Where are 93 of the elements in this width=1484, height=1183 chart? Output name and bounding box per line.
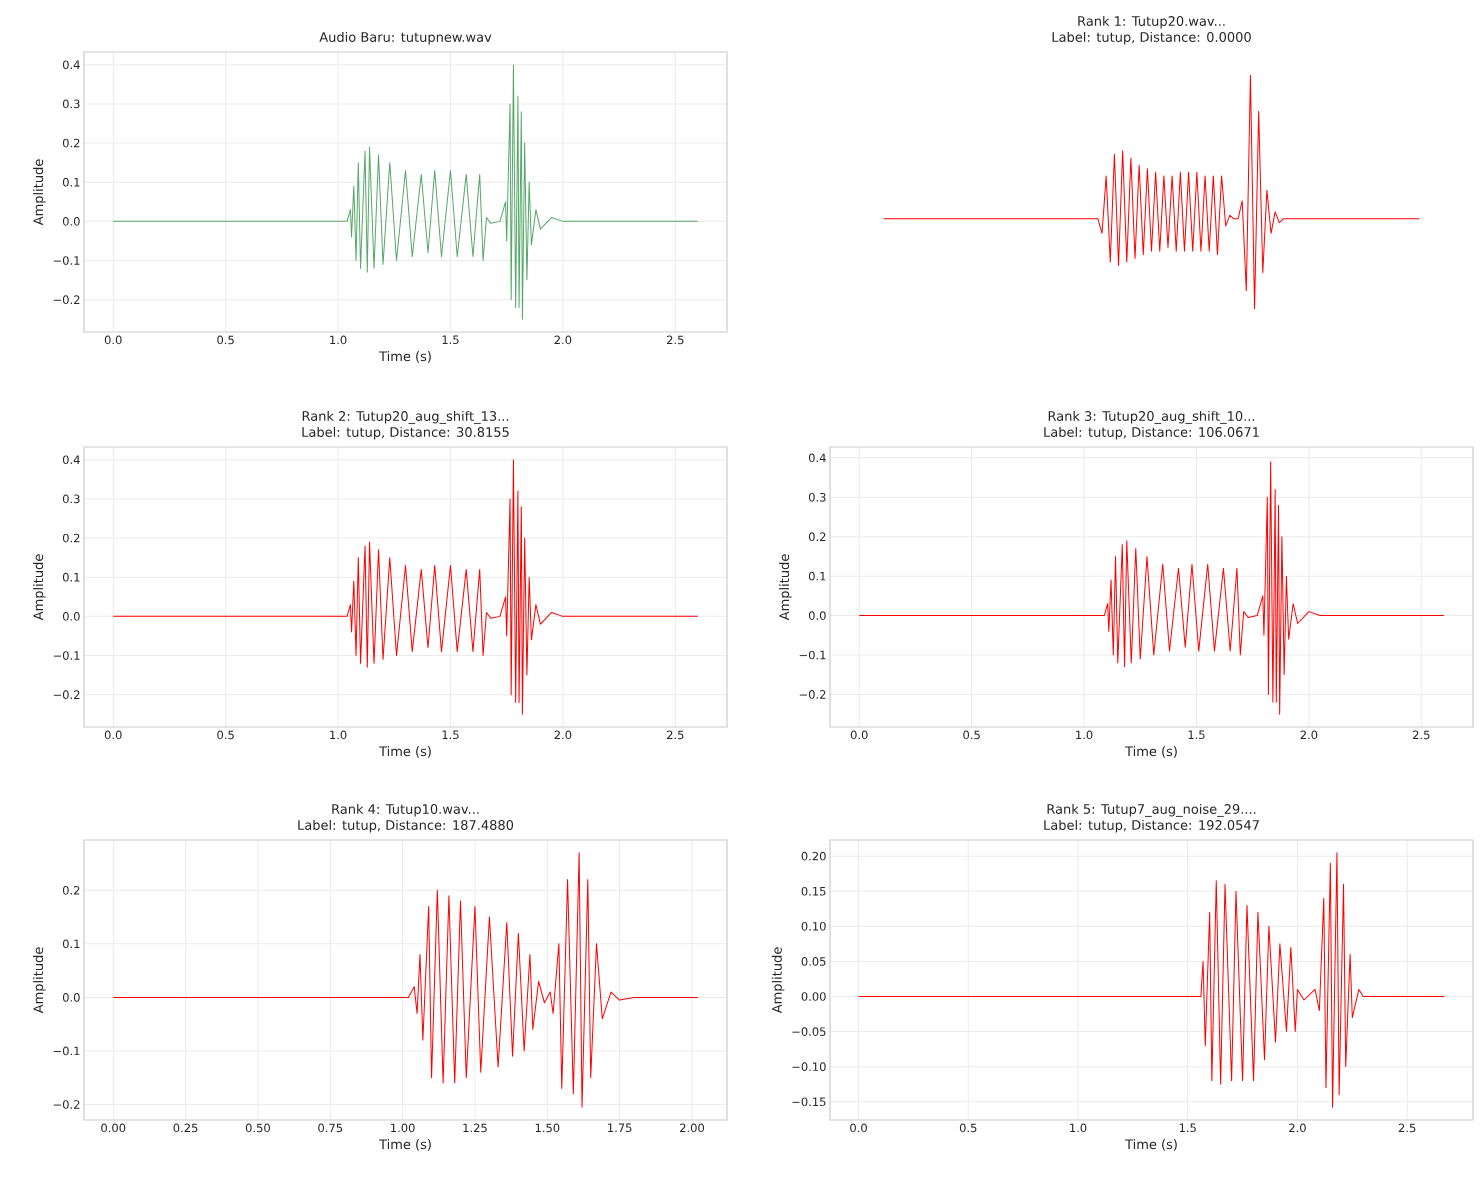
y-tick-label: 0.2 — [62, 533, 80, 543]
x-tick-label: 1.0 — [330, 335, 347, 345]
x-tick-label: 2.0 — [554, 335, 572, 345]
x-tick-label: 0.0 — [850, 730, 868, 740]
x-tick-label: 2.5 — [1413, 730, 1430, 740]
x-tick-label: 0.00 — [101, 1123, 126, 1133]
y-tick-label: 0.15 — [801, 886, 826, 896]
y-tick-label: 0.1 — [62, 572, 80, 582]
x-tick-label: 2.5 — [1398, 1123, 1416, 1133]
chart-subtitle: Label: tutup, Distance: 187.4880 — [298, 819, 514, 833]
x-axis-title: Time (s) — [379, 746, 431, 758]
x-axis-title: Time (s) — [379, 351, 431, 363]
y-tick-label: 0.10 — [801, 921, 826, 931]
line-series — [858, 852, 1445, 1108]
x-tick-label: 1.75 — [608, 1123, 632, 1133]
y-tick-label: 0.20 — [801, 851, 826, 861]
chart-title: Rank 5: Tutup7_aug_noise_29.... — [1047, 803, 1256, 817]
y-tick-label: −0.10 — [792, 1062, 826, 1072]
x-tick-label: 0.25 — [173, 1123, 198, 1133]
x-axis-title: Time (s) — [1125, 746, 1177, 758]
y-tick-label: 0.3 — [62, 494, 80, 504]
x-axis-title: Time (s) — [1125, 1139, 1177, 1151]
y-tick-label: 0.2 — [62, 885, 80, 895]
y-axis-title: Amplitude — [771, 947, 785, 1014]
y-tick-label: −0.2 — [53, 690, 80, 700]
x-tick-label: 0.0 — [104, 730, 122, 740]
x-tick-label: 2.5 — [667, 335, 684, 345]
x-tick-label: 2.5 — [667, 730, 684, 740]
y-tick-label: −0.2 — [53, 1100, 80, 1109]
x-tick-label: 1.5 — [1188, 730, 1205, 740]
line-series — [112, 459, 699, 715]
y-tick-label: 0.0 — [62, 993, 80, 1002]
y-axis-title: Amplitude — [33, 554, 46, 621]
y-tick-label: −0.1 — [799, 650, 826, 660]
x-tick-label: 1.5 — [442, 730, 459, 740]
y-tick-label: 0.4 — [808, 453, 826, 463]
x-tick-label: 1.00 — [391, 1123, 415, 1133]
chart-title: Rank 4: Tutup10.wav... — [332, 803, 479, 817]
x-tick-label: 2.0 — [1289, 1123, 1306, 1133]
chart-subtitle: Label: tutup, Distance: 0.0000 — [1052, 31, 1251, 45]
y-axis-title: Amplitude — [779, 554, 792, 621]
y-tick-label: 0.0 — [808, 611, 826, 620]
line-series — [112, 64, 699, 320]
x-tick-label: 2.00 — [680, 1123, 705, 1133]
x-tick-label: 1.5 — [442, 335, 459, 345]
y-tick-label: 0.2 — [808, 532, 826, 542]
x-tick-label: 2.0 — [554, 730, 572, 740]
x-tick-label: 0.50 — [245, 1123, 270, 1133]
chart-title: Rank 1: Tutup20.wav... — [1078, 15, 1225, 29]
x-tick-label: 0.0 — [850, 1123, 867, 1133]
y-tick-label: −0.1 — [53, 1046, 80, 1056]
x-tick-label: 0.5 — [217, 335, 234, 345]
x-tick-label: 1.5 — [1179, 1123, 1196, 1133]
x-tick-label: 0.5 — [959, 1123, 977, 1133]
line-series — [858, 461, 1445, 715]
chart-title: Rank 3: Tutup20_aug_shift_10... — [1048, 410, 1255, 424]
chart-title: Rank 2: Tutup20_aug_shift_13... — [302, 410, 509, 424]
x-axis-title: Time (s) — [379, 1139, 431, 1151]
chart-subtitle: Label: tutup, Distance: 192.0547 — [1044, 819, 1259, 833]
x-tick-label: 1.25 — [463, 1123, 487, 1133]
y-tick-label: 0.00 — [801, 992, 826, 1001]
x-tick-label: 1.50 — [535, 1123, 560, 1133]
x-tick-label: 0.5 — [217, 730, 234, 740]
y-tick-label: 0.4 — [62, 60, 80, 70]
y-axis-title: Amplitude — [33, 947, 46, 1014]
y-tick-label: 0.0 — [62, 612, 80, 621]
chart-title: Audio Baru: tutupnew.wav — [319, 31, 492, 45]
x-tick-label: 1.0 — [1076, 730, 1093, 740]
y-tick-label: −0.2 — [799, 690, 826, 699]
y-tick-label: 0.0 — [62, 217, 80, 226]
y-tick-label: 0.3 — [62, 99, 80, 109]
x-tick-label: 1.0 — [330, 730, 347, 740]
line-series — [112, 852, 699, 1108]
x-tick-label: 0.5 — [963, 730, 980, 740]
y-tick-label: 0.2 — [62, 138, 80, 148]
y-tick-label: −0.1 — [53, 256, 80, 265]
y-tick-label: 0.4 — [62, 455, 80, 465]
chart-subtitle: Label: tutup, Distance: 106.0671 — [1044, 426, 1259, 440]
y-tick-label: 0.3 — [808, 492, 826, 502]
x-tick-label: 0.75 — [318, 1123, 343, 1133]
x-tick-label: 1.0 — [1070, 1123, 1087, 1133]
y-tick-label: 0.1 — [62, 177, 80, 187]
y-axis-title: Amplitude — [33, 159, 46, 226]
x-tick-label: 2.0 — [1300, 730, 1318, 740]
y-tick-label: 0.1 — [808, 571, 826, 581]
y-tick-label: 0.1 — [62, 939, 80, 949]
y-tick-label: −0.05 — [792, 1027, 826, 1036]
y-tick-label: −0.1 — [53, 651, 80, 660]
y-tick-label: −0.2 — [53, 295, 80, 305]
y-tick-label: 0.05 — [801, 957, 826, 966]
y-tick-label: −0.15 — [792, 1097, 826, 1107]
chart-subtitle: Label: tutup, Distance: 30.8155 — [302, 426, 509, 440]
x-tick-label: 0.0 — [104, 335, 122, 345]
